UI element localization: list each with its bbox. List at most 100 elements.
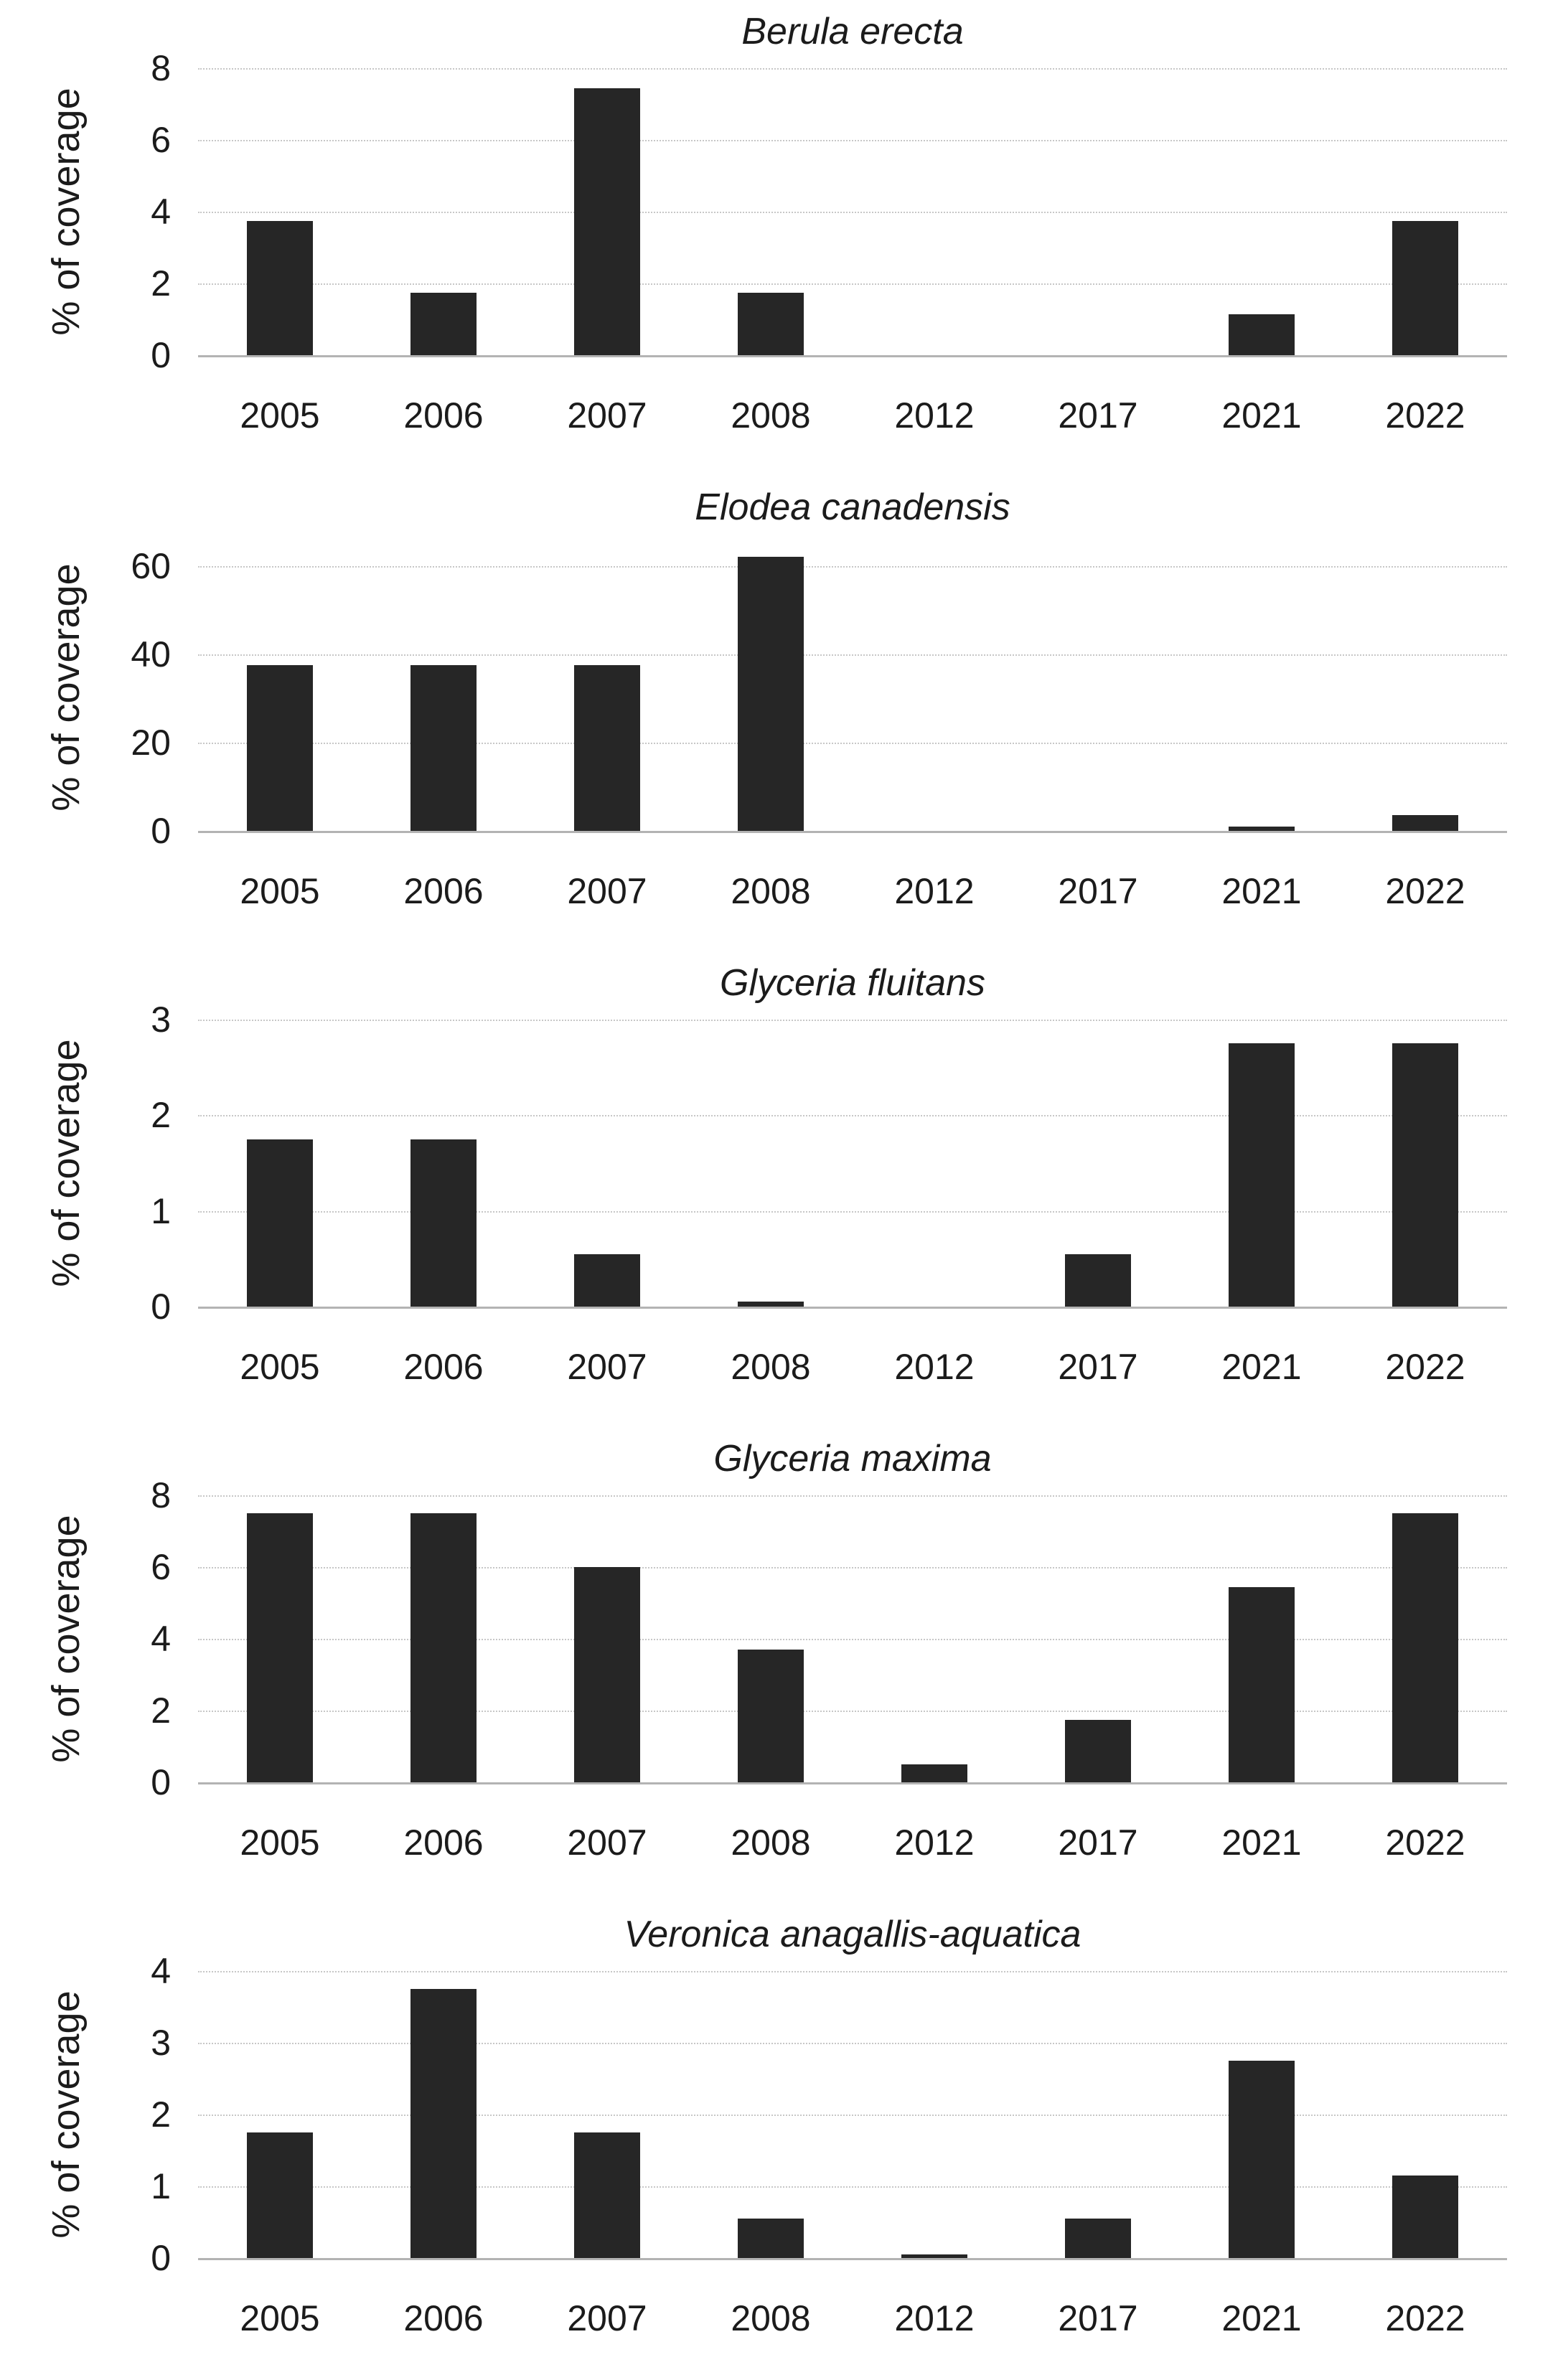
y-tick-label: 2	[151, 1690, 171, 1731]
bar-2012	[901, 1764, 967, 1782]
x-tick-label: 2006	[403, 2298, 484, 2338]
x-tick-label: 2022	[1385, 1822, 1465, 1863]
bar-2006	[410, 1513, 477, 1782]
x-tick-label: 2005	[240, 1822, 320, 1863]
chart-section-veronica-anagallis-aquatica: Veronica anagallis-aquatica % of coverag…	[0, 1903, 1558, 2379]
y-tick-label: 3	[151, 999, 171, 1040]
x-tick-label: 2006	[403, 395, 484, 436]
chart-section-elodea-canadensis: Elodea canadensis % of coverage 0 20 40 60 2…	[0, 476, 1558, 951]
bar-2005	[247, 220, 313, 355]
x-tick-label: 2017	[1058, 1347, 1138, 1387]
x-tick-label: 2006	[403, 1347, 484, 1387]
x-tick-label: 2005	[240, 2298, 320, 2338]
bar-2021	[1229, 1043, 1295, 1307]
bar-2017	[1065, 1254, 1131, 1307]
y-tick-label: 0	[151, 335, 171, 375]
x-tick-label: 2008	[731, 1347, 811, 1387]
x-tick-label: 2021	[1221, 395, 1302, 436]
chart-section-berula-erecta: Berula erecta % of coverage 0 2 4 6 8 2005 200…	[0, 0, 1558, 476]
y-tick-label: 0	[151, 811, 171, 851]
x-tick-label: 2021	[1221, 1822, 1302, 1863]
bar-2006	[410, 665, 477, 831]
x-tick-label: 2012	[894, 1347, 975, 1387]
chart-title: Berula erecta	[741, 11, 964, 52]
x-axis-line	[198, 355, 1507, 357]
bar-2008	[738, 1302, 804, 1307]
bar-2012	[901, 2254, 967, 2258]
gridline	[198, 565, 1507, 568]
y-tick-label: 1	[151, 2166, 171, 2206]
chart-title: Elodea canadensis	[695, 486, 1010, 528]
x-tick-label: 2008	[731, 2298, 811, 2338]
x-tick-label: 2012	[894, 2298, 975, 2338]
x-axis-line	[198, 1782, 1507, 1784]
bar-2005	[247, 665, 313, 831]
gridline	[198, 2043, 1507, 2044]
bar-2007	[574, 2132, 640, 2258]
bar-2021	[1229, 2061, 1295, 2258]
x-tick-label: 2005	[240, 871, 320, 911]
x-tick-label: 2021	[1221, 871, 1302, 911]
gridline	[198, 1639, 1507, 1640]
y-tick-label: 1	[151, 1190, 171, 1231]
chart-title: Glyceria maxima	[713, 1438, 992, 1480]
bar-2021	[1229, 1586, 1295, 1782]
x-axis-line	[198, 831, 1507, 833]
bar-2008	[738, 2219, 804, 2258]
gridline	[198, 68, 1507, 70]
x-tick-label: 2007	[567, 1347, 647, 1387]
y-tick-label: 2	[151, 2094, 171, 2135]
gridline	[198, 742, 1507, 744]
bar-2006	[410, 1989, 477, 2258]
bar-2006	[410, 292, 477, 355]
bar-2007	[574, 665, 640, 831]
y-tick-label: 6	[151, 120, 171, 160]
y-tick-label: 4	[151, 1619, 171, 1659]
y-tick-label: 8	[151, 1475, 171, 1515]
x-tick-label: 2012	[894, 871, 975, 911]
x-tick-label: 2008	[731, 871, 811, 911]
y-tick-label: 4	[151, 192, 171, 232]
bar-2005	[247, 1513, 313, 1782]
gridline	[198, 1210, 1507, 1213]
y-tick-label: 0	[151, 1762, 171, 1802]
gridline	[198, 1115, 1507, 1117]
bar-2007	[574, 1567, 640, 1782]
bar-2021	[1229, 314, 1295, 355]
gridline	[198, 140, 1507, 141]
y-tick-label: 60	[131, 545, 171, 586]
gridline	[198, 654, 1507, 656]
chart-section-glyceria-maxima: Glyceria maxima % of coverage 0 2 4 6 8 2005 2…	[0, 1427, 1558, 1903]
bar-2008	[738, 1650, 804, 1782]
y-tick-label: 3	[151, 2023, 171, 2063]
bar-2022	[1392, 2176, 1458, 2258]
bar-2022	[1392, 220, 1458, 355]
x-tick-label: 2008	[731, 1822, 811, 1863]
bar-2017	[1065, 1719, 1131, 1782]
x-tick-label: 2006	[403, 871, 484, 911]
y-tick-label: 8	[151, 48, 171, 88]
gridline	[198, 1567, 1507, 1568]
x-tick-label: 2022	[1385, 1347, 1465, 1387]
plot-area	[198, 1971, 1507, 2260]
bar-2022	[1392, 1043, 1458, 1307]
gridline	[198, 1971, 1507, 1972]
x-tick-label: 2022	[1385, 2298, 1465, 2338]
x-tick-label: 2017	[1058, 2298, 1138, 2338]
bar-2022	[1392, 1513, 1458, 1782]
gridline	[198, 2115, 1507, 2116]
y-tick-label: 6	[151, 1547, 171, 1587]
plot-area	[198, 1495, 1507, 1784]
x-tick-label: 2005	[240, 1347, 320, 1387]
x-tick-label: 2012	[894, 395, 975, 436]
x-axis-line	[198, 2258, 1507, 2260]
y-tick-label: 4	[151, 1951, 171, 1991]
chart-section-glyceria-fluitans: Glyceria fluitans % of coverage 0 1 2 3 2005…	[0, 951, 1558, 1427]
x-tick-label: 2022	[1385, 395, 1465, 436]
bar-2007	[574, 1254, 640, 1307]
gridline	[198, 1711, 1507, 1712]
bar-2005	[247, 1139, 313, 1307]
chart-title: Glyceria fluitans	[720, 962, 985, 1004]
x-tick-label: 2017	[1058, 1822, 1138, 1863]
